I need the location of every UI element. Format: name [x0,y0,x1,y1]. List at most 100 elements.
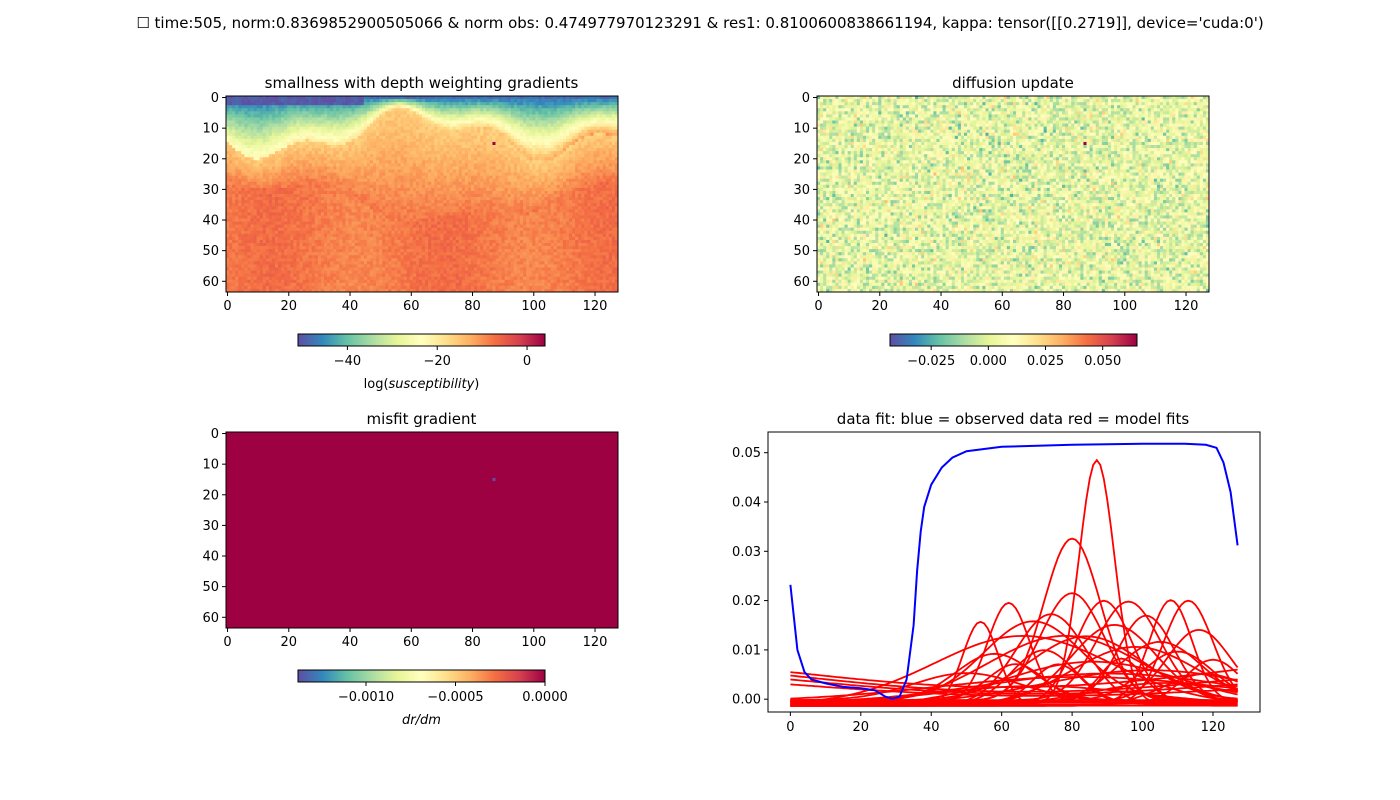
heatmap-cell [608,172,613,176]
heatmap-cell [308,169,313,173]
heatmap-cell [320,108,325,112]
heatmap-cell [471,129,475,134]
heatmap-cell [287,200,291,204]
heatmap-cell [339,114,343,118]
heatmap-cell [235,138,239,143]
heatmap-cell [317,138,322,143]
heatmap-cell [360,141,365,146]
heatmap-cell [593,135,597,140]
heatmap-cell [449,151,453,155]
heatmap-cell [565,181,570,186]
heatmap-cell [253,148,257,152]
heatmap-cell [400,200,404,204]
heatmap-cell [461,117,466,121]
heatmap-cell [388,166,392,170]
heatmap-cell [296,105,300,109]
heatmap-cell [391,126,395,131]
heatmap-cell [293,206,297,210]
heatmap-cell [244,197,248,201]
heatmap-cell [520,157,524,161]
heatmap-cell [458,190,463,195]
heatmap-cell [593,157,597,161]
heatmap-cell [382,160,386,164]
heatmap-cell [244,163,248,167]
heatmap-cell [483,105,487,109]
heatmap-cell [268,181,273,186]
heatmap-cell [440,151,444,155]
heatmap-cell [492,172,496,176]
heatmap-cell [259,160,264,164]
heatmap-cell [428,175,432,180]
heatmap-cell [587,169,591,173]
heatmap-cell [608,154,613,158]
heatmap-cell [311,163,316,167]
heatmap-cell [596,200,600,204]
heatmap-cell [382,132,386,137]
heatmap-cell [529,117,533,121]
heatmap-cell [366,175,371,180]
heatmap-cell [229,138,233,143]
heatmap-cell [388,96,392,100]
heatmap-cell [324,190,328,195]
heatmap-cell [575,166,579,170]
heatmap-cell [299,206,303,210]
heatmap-cell [523,120,527,124]
heatmap-cell [486,102,490,106]
heatmap-cell [599,169,604,173]
heatmap-cell [572,175,576,180]
heatmap-cell [584,184,588,189]
heatmap-cell [369,108,374,112]
heatmap-cell [556,197,561,201]
heatmap-cell [229,102,233,106]
heatmap-cell [354,138,359,143]
heatmap-cell [345,126,349,131]
heatmap-cell [226,166,230,170]
heatmap-cell [431,99,435,103]
heatmap-cell [232,187,236,192]
heatmap-cell [581,148,585,152]
heatmap-cell [357,135,362,140]
heatmap-cell [562,175,567,180]
heatmap-cell [532,132,536,137]
panel-title: smallness with depth weighting gradients [265,74,579,92]
heatmap-cell [302,178,306,183]
heatmap-cell [403,129,408,134]
heatmap-cell [259,145,264,149]
heatmap-cell [596,129,600,134]
heatmap-cell [373,160,377,164]
heatmap-cell [608,126,613,131]
heatmap-cell [593,123,597,127]
heatmap-cell [523,163,527,167]
heatmap-cell [290,135,294,140]
heatmap-cell [532,178,536,183]
heatmap-cell [492,203,496,207]
heatmap-cell [268,102,273,106]
heatmap-cell [241,163,245,167]
heatmap-cell [535,148,539,152]
heatmap-cell [513,175,518,180]
heatmap-cell [299,209,303,213]
heatmap-cell [278,209,282,213]
heatmap-cell [406,145,411,149]
heatmap-cell [584,166,588,170]
heatmap-cell [556,212,561,216]
heatmap-cell [516,117,521,121]
heatmap-cell [599,175,604,180]
heatmap-cell [330,175,334,180]
heatmap-cell [480,166,484,170]
heatmap-cell [379,187,383,192]
heatmap-cell [327,181,331,186]
heatmap-cell [345,184,349,189]
heatmap-cell [376,187,380,192]
heatmap-cell [483,212,487,216]
heatmap-cell [391,145,395,149]
heatmap-cell [290,108,294,112]
heatmap-cell [345,99,349,103]
heatmap-cell [529,154,533,158]
heatmap-cell [422,212,426,216]
heatmap-cell [425,175,429,180]
heatmap-cell [590,212,594,216]
heatmap-cell [382,212,386,216]
heatmap-cell [348,145,352,149]
heatmap-cell [446,166,450,170]
